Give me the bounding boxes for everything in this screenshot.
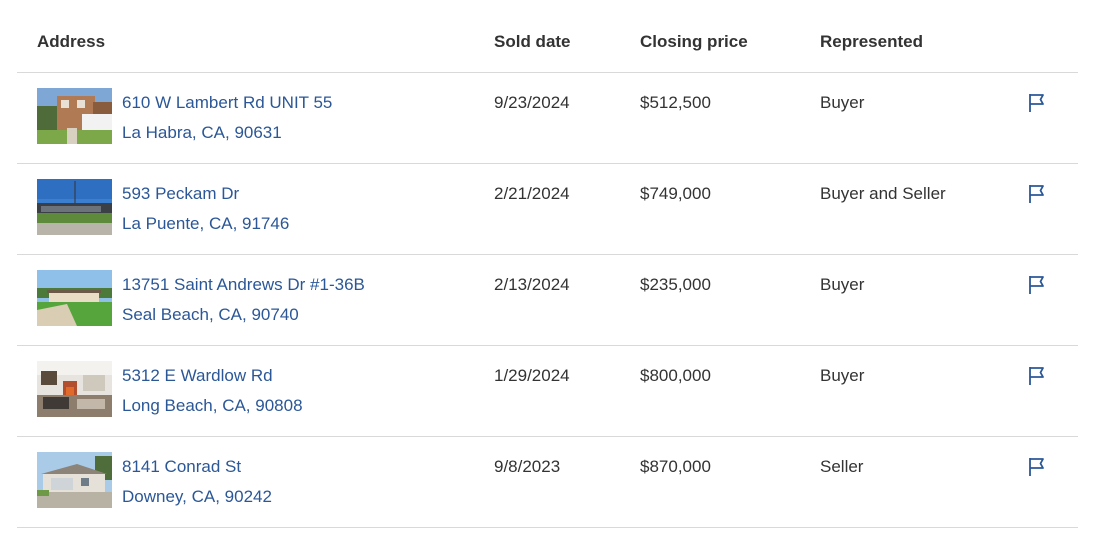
- represented: Buyer: [820, 366, 865, 385]
- address-street-link[interactable]: 8141 Conrad St: [122, 457, 242, 476]
- flag-icon[interactable]: [1028, 93, 1046, 113]
- address-street-link[interactable]: 13751 Saint Andrews Dr #1-36B: [122, 275, 365, 294]
- address-city-link[interactable]: Long Beach, CA, 90808: [122, 396, 303, 415]
- closing-price: $870,000: [640, 457, 711, 476]
- address-street-link[interactable]: 610 W Lambert Rd UNIT 55: [122, 93, 333, 112]
- property-photo[interactable]: [37, 361, 112, 417]
- table-row: 13751 Saint Andrews Dr #1-36B Seal Beach…: [17, 255, 1078, 346]
- closing-price: $512,500: [640, 93, 711, 112]
- sold-date: 2/21/2024: [494, 184, 570, 203]
- closing-price: $800,000: [640, 366, 711, 385]
- address-street-link[interactable]: 5312 E Wardlow Rd: [122, 366, 273, 385]
- table-row: 610 W Lambert Rd UNIT 55 La Habra, CA, 9…: [17, 73, 1078, 164]
- represented: Seller: [820, 457, 864, 476]
- flag-icon[interactable]: [1028, 275, 1046, 295]
- represented: Buyer: [820, 275, 865, 294]
- table-row: 593 Peckam Dr La Puente, CA, 91746 2/21/…: [17, 164, 1078, 255]
- sold-date: 2/13/2024: [494, 275, 570, 294]
- property-photo[interactable]: [37, 270, 112, 326]
- address-city-link[interactable]: Downey, CA, 90242: [122, 487, 272, 506]
- table-header: Address Sold date Closing price Represen…: [17, 0, 1078, 73]
- property-photo[interactable]: [37, 452, 112, 508]
- header-sold-date: Sold date: [494, 32, 571, 51]
- sold-date: 1/29/2024: [494, 366, 570, 385]
- property-photo[interactable]: [37, 179, 112, 235]
- address-street-link[interactable]: 593 Peckam Dr: [122, 184, 240, 203]
- sold-listings-table: Address Sold date Closing price Represen…: [17, 0, 1078, 528]
- property-photo[interactable]: [37, 88, 112, 144]
- header-represented: Represented: [820, 32, 923, 51]
- table-row: 8141 Conrad St Downey, CA, 90242 9/8/202…: [17, 437, 1078, 528]
- address-city-link[interactable]: La Habra, CA, 90631: [122, 123, 282, 142]
- table-row: 5312 E Wardlow Rd Long Beach, CA, 90808 …: [17, 346, 1078, 437]
- address-city-link[interactable]: Seal Beach, CA, 90740: [122, 305, 299, 324]
- flag-icon[interactable]: [1028, 366, 1046, 386]
- header-closing-price: Closing price: [640, 32, 748, 51]
- closing-price: $749,000: [640, 184, 711, 203]
- address-city-link[interactable]: La Puente, CA, 91746: [122, 214, 290, 233]
- flag-icon[interactable]: [1028, 457, 1046, 477]
- represented: Buyer and Seller: [820, 184, 946, 203]
- closing-price: $235,000: [640, 275, 711, 294]
- header-address: Address: [37, 32, 106, 51]
- sold-date: 9/23/2024: [494, 93, 570, 112]
- sold-date: 9/8/2023: [494, 457, 561, 476]
- represented: Buyer: [820, 93, 865, 112]
- flag-icon[interactable]: [1028, 184, 1046, 204]
